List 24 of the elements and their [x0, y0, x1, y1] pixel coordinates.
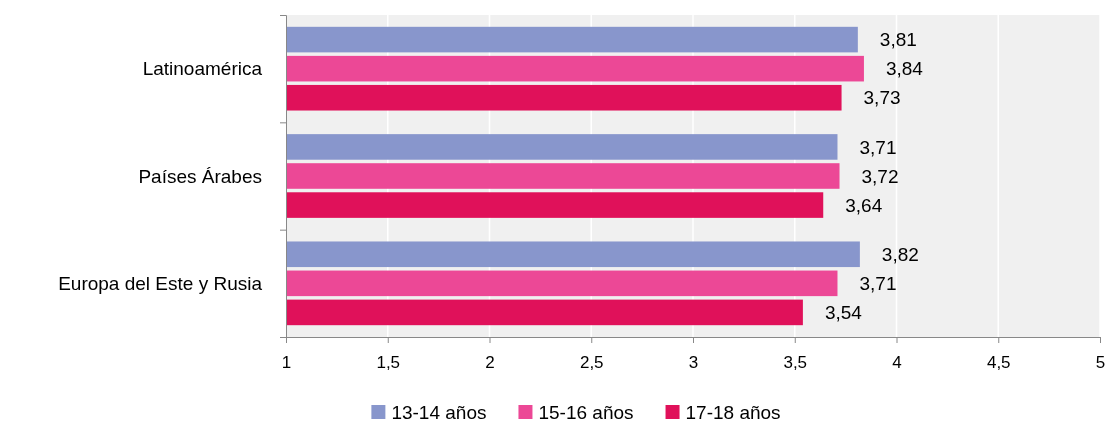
x-tick-label: 1,5 [376, 353, 401, 373]
x-tick-label: 3,5 [783, 353, 808, 373]
x-tick-label: 3 [688, 353, 699, 373]
x-tick-label: 1 [281, 353, 292, 373]
legend-label: 15-16 años [538, 401, 634, 423]
data-label: 3,82 [881, 243, 919, 265]
x-tick-label: 4 [892, 353, 902, 373]
x-tick-label: 5 [1095, 353, 1106, 373]
y-tick-label: Países Árabes [138, 165, 262, 187]
data-label: 3,54 [824, 302, 863, 324]
x-tick-label: 2,5 [579, 353, 604, 373]
data-label: 3,71 [859, 272, 897, 294]
data-label: 3,81 [879, 29, 917, 51]
y-tick-label: Europa del Este y Rusia [58, 272, 263, 294]
data-label: 3,71 [859, 136, 897, 158]
data-label: 3,73 [863, 87, 901, 109]
x-tick-label: 2 [485, 353, 495, 373]
data-label: 3,84 [885, 58, 924, 80]
x-tick-label: 4,5 [986, 353, 1011, 373]
data-label: 3,64 [845, 194, 883, 216]
legend-label: 13-14 años [391, 401, 487, 423]
y-tick-label: Latinoamérica [142, 58, 263, 80]
legend-label: 17-18 años [685, 401, 781, 423]
data-label: 3,72 [861, 165, 899, 187]
